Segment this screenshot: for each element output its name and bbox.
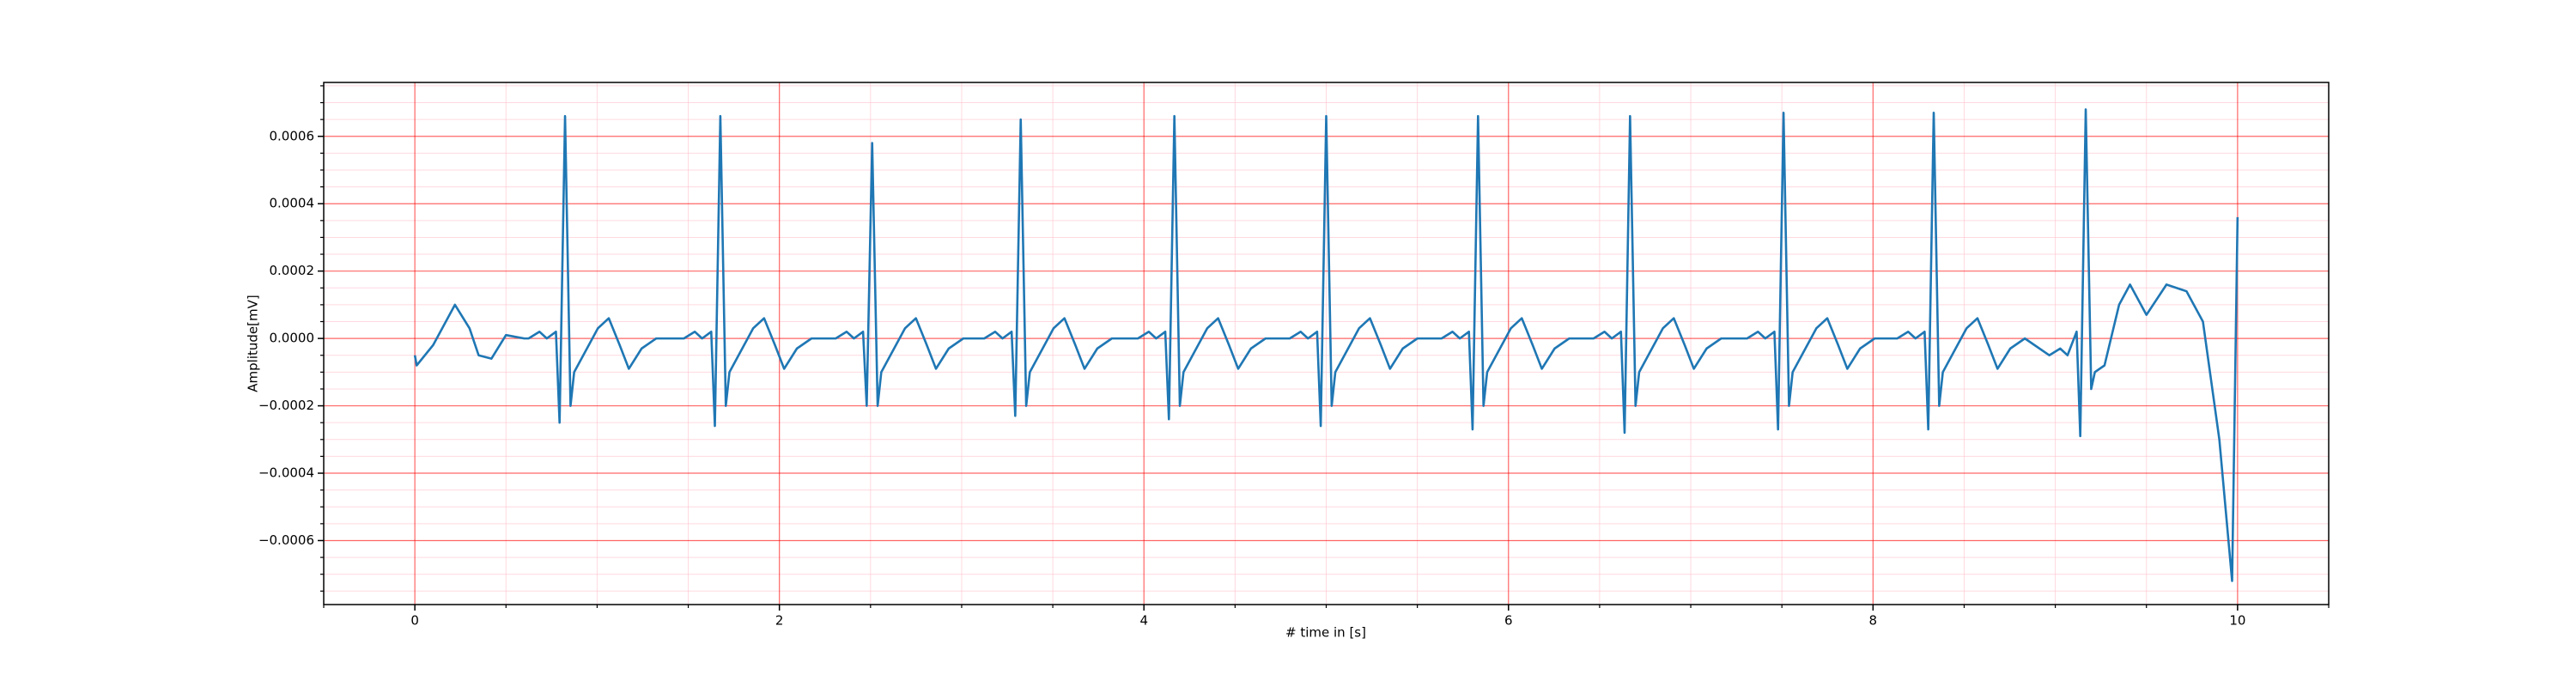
y-tick-label: −0.0004: [258, 465, 314, 481]
x-tick-label: 4: [1139, 613, 1148, 629]
x-tick-label: 8: [1869, 613, 1878, 629]
ecg-line: [413, 108, 2239, 582]
x-tick-label: 6: [1504, 613, 1513, 629]
y-tick-label: 0.0000: [270, 331, 315, 346]
x-tick-label: 0: [410, 613, 419, 629]
x-axis-label: # time in [s]: [1285, 625, 1366, 641]
x-tick-label: 2: [775, 613, 784, 629]
y-tick-label: 0.0004: [270, 196, 315, 211]
y-axis-label: Amplitude[mV]: [246, 295, 261, 392]
plot-frame: [323, 82, 2330, 605]
y-tick-label: 0.0002: [270, 263, 315, 278]
y-tick-label: −0.0002: [258, 398, 314, 413]
y-tick-label: −0.0006: [258, 532, 314, 548]
x-tick-label: 10: [2229, 613, 2245, 629]
y-tick-label: 0.0006: [270, 128, 315, 143]
